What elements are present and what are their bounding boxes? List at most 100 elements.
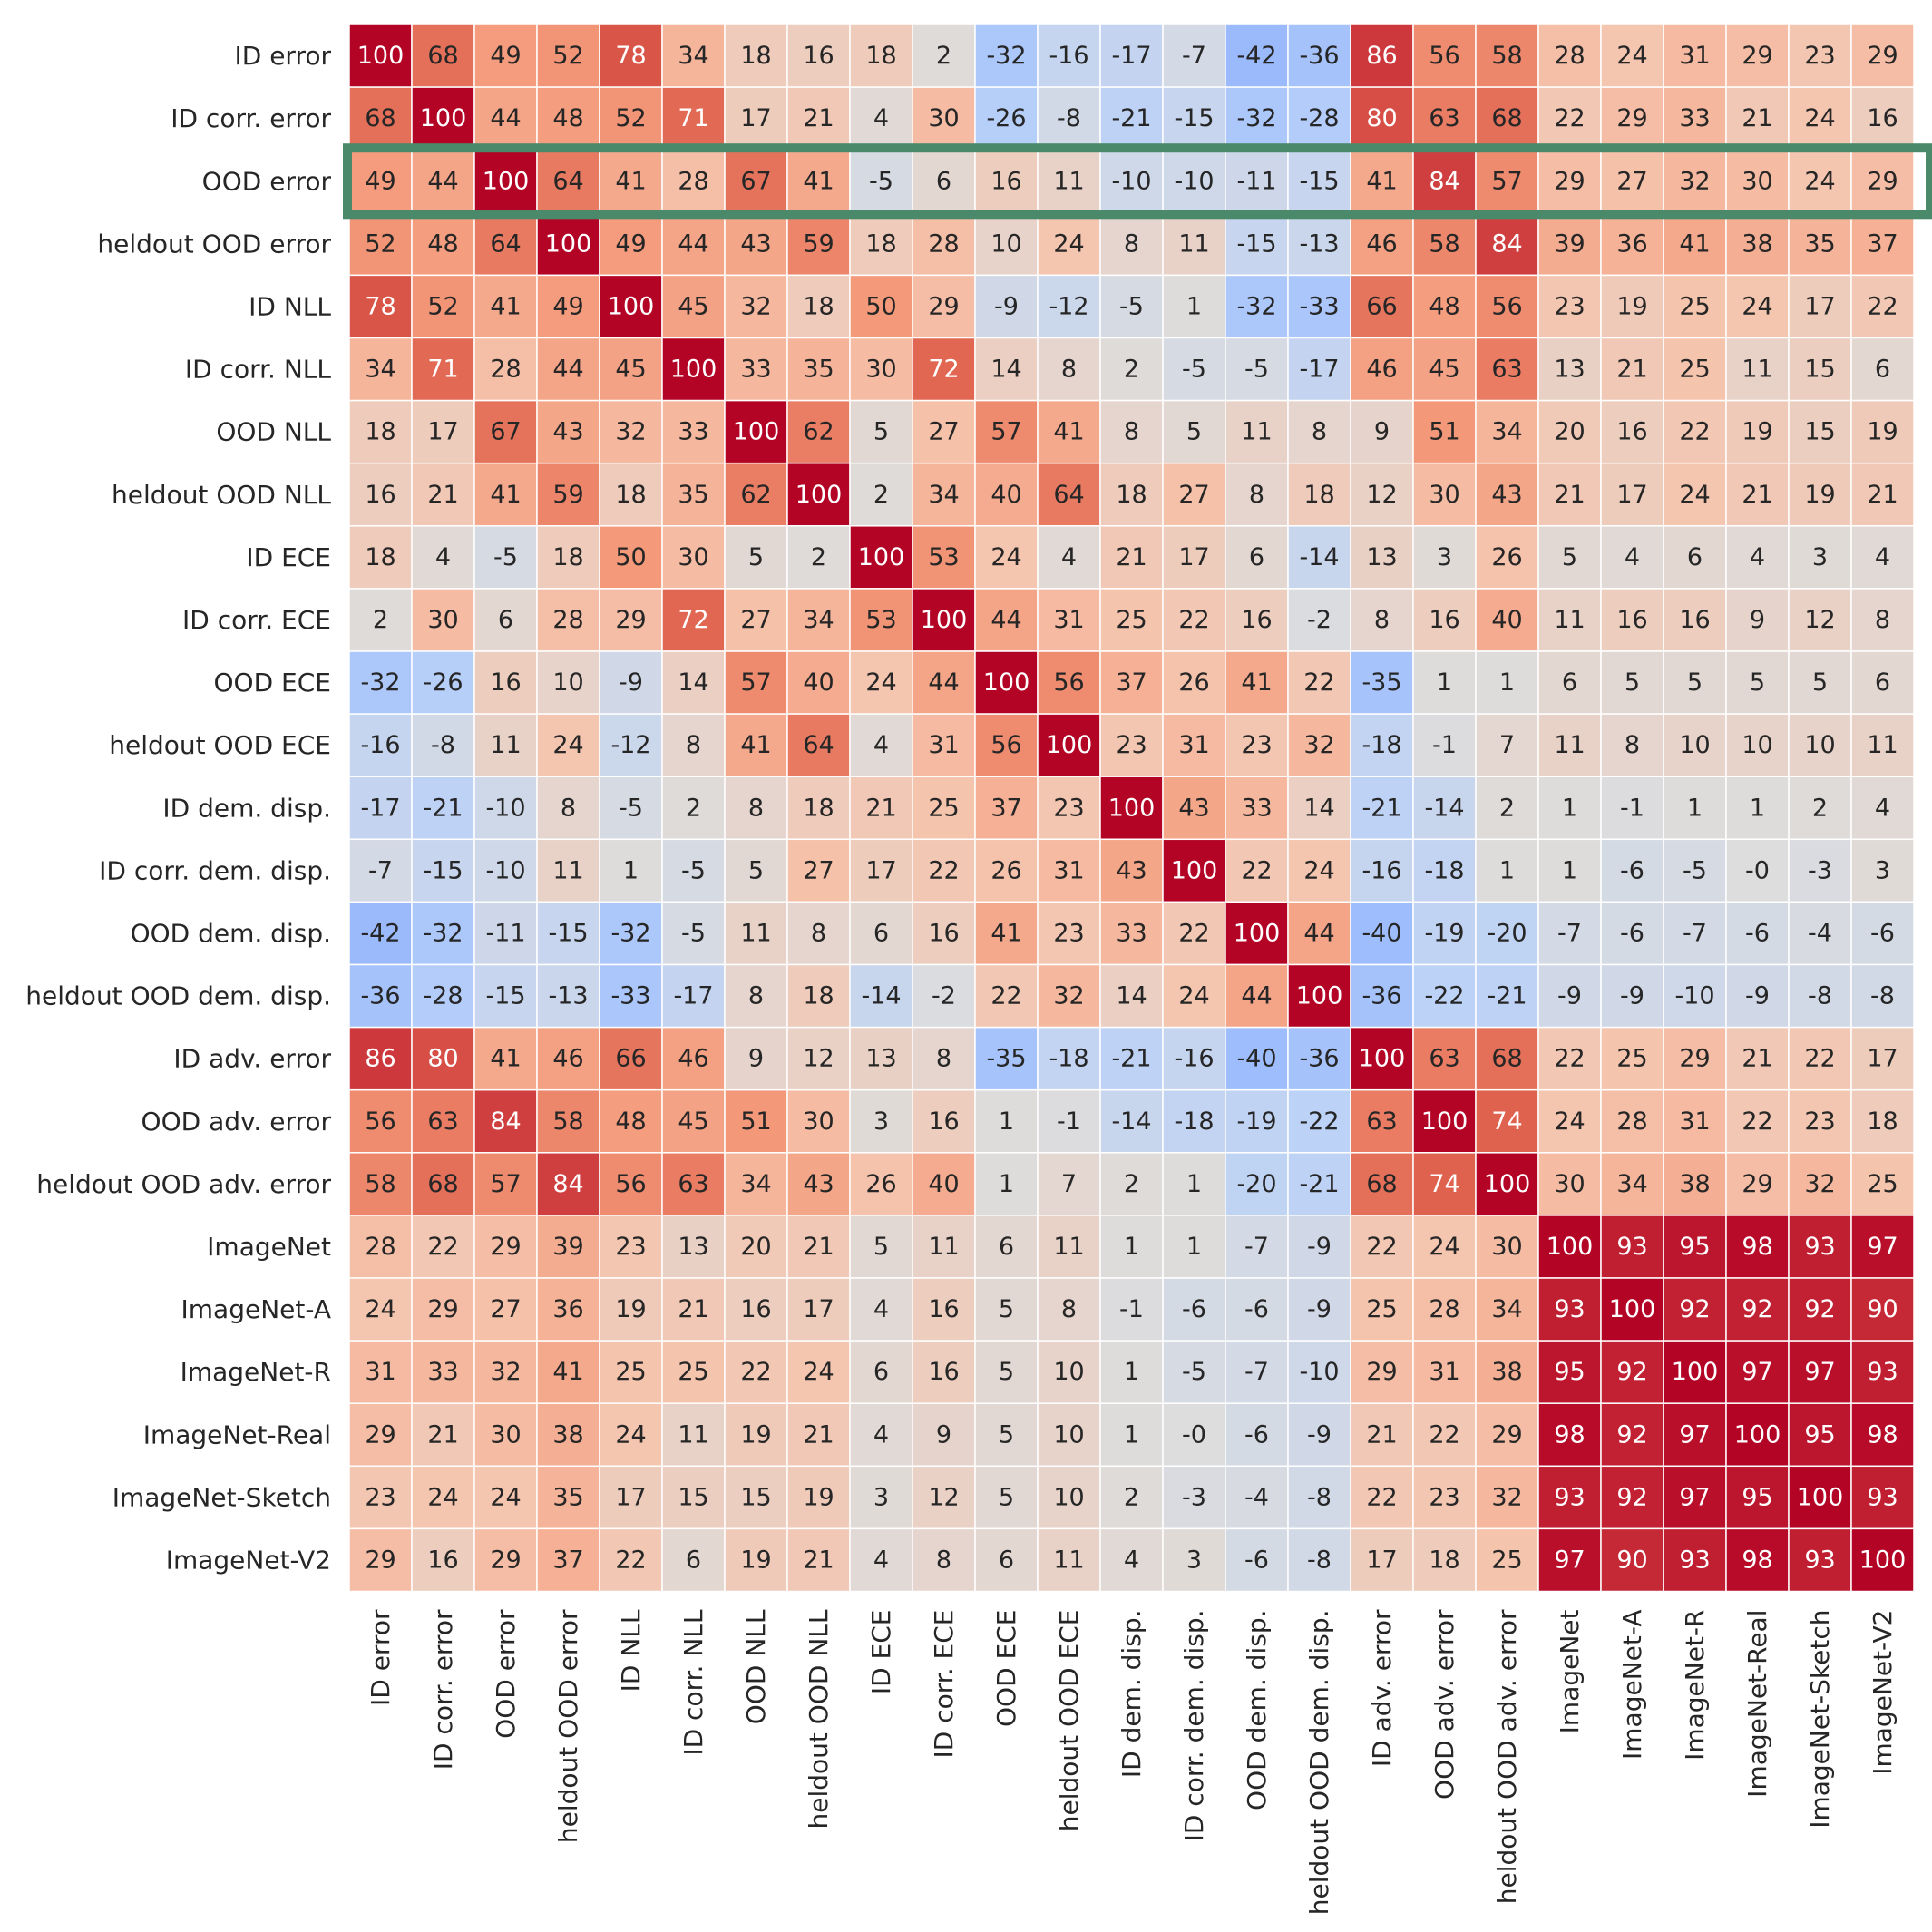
heatmap-cell-r15-c11 xyxy=(1037,963,1101,1029)
heatmap-cell-r4-c18 xyxy=(1475,274,1539,339)
heatmap-cell-r7-c21 xyxy=(1663,462,1727,527)
cell-value-r8-c17: 3 xyxy=(1437,543,1452,571)
heatmap-cell-r16-c19 xyxy=(1537,1026,1602,1091)
heatmap-cell-r23-c9 xyxy=(912,1465,976,1530)
cell-value-r20-c24: 90 xyxy=(1867,1295,1898,1323)
heatmap-cell-r20-c23 xyxy=(1788,1277,1852,1342)
cell-value-r4-c19: 23 xyxy=(1554,292,1585,320)
heatmap-cell-r24-c19 xyxy=(1537,1527,1602,1593)
heatmap-cell-r5-c21 xyxy=(1663,337,1727,402)
heatmap-cell-r1-c24 xyxy=(1850,86,1915,151)
cell-value-r8-c2: -5 xyxy=(493,543,518,571)
cell-value-r3-c23: 35 xyxy=(1804,229,1835,258)
heatmap-cell-r10-c7 xyxy=(786,650,851,715)
heatmap-cell-r22-c8 xyxy=(849,1402,913,1468)
cell-value-r21-c13: -5 xyxy=(1182,1358,1206,1386)
heatmap-cell-r8-c15 xyxy=(1287,525,1351,590)
cell-value-r16-c11: -18 xyxy=(1049,1045,1088,1073)
row-label-ood-dem-disp: OOD dem. disp. xyxy=(131,918,331,948)
heatmap-cell-r16-c10 xyxy=(974,1026,1039,1091)
cell-value-r11-c8: 4 xyxy=(873,731,889,759)
cell-value-r7-c0: 16 xyxy=(365,481,395,509)
cell-value-r13-c12: 43 xyxy=(1116,856,1147,884)
cell-value-r19-c0: 28 xyxy=(365,1233,395,1261)
cell-value-r9-c13: 22 xyxy=(1178,606,1209,634)
heatmap-cell-r22-c22 xyxy=(1725,1402,1790,1468)
cell-value-r18-c6: 34 xyxy=(740,1170,771,1198)
cell-value-r18-c19: 30 xyxy=(1554,1170,1585,1198)
cell-value-r18-c13: 1 xyxy=(1186,1170,1202,1198)
cell-value-r11-c18: 7 xyxy=(1499,731,1515,759)
cell-value-r6-c2: 67 xyxy=(490,418,521,446)
heatmap-cell-r0-c19 xyxy=(1537,24,1602,88)
heatmap-cell-r17-c6 xyxy=(724,1088,788,1154)
heatmap-cell-r17-c1 xyxy=(411,1088,475,1154)
heatmap-cell-r20-c21 xyxy=(1663,1277,1727,1342)
heatmap-cell-r17-c8 xyxy=(849,1088,913,1154)
cell-value-r7-c20: 17 xyxy=(1616,481,1647,509)
heatmap-cell-r9-c9 xyxy=(912,588,976,652)
cell-value-r4-c8: 50 xyxy=(865,292,896,320)
cell-value-r6-c20: 16 xyxy=(1616,418,1647,446)
cell-value-r17-c17: 100 xyxy=(1421,1107,1469,1136)
cell-value-r13-c9: 22 xyxy=(928,856,959,884)
cell-value-r4-c22: 24 xyxy=(1742,292,1772,320)
heatmap-cell-r7-c5 xyxy=(661,462,726,527)
cell-value-r6-c7: 62 xyxy=(803,418,834,446)
heatmap-cell-r15-c6 xyxy=(724,963,788,1029)
row-label-imagenet-a: ImageNet-A xyxy=(181,1294,331,1324)
heatmap-cell-r1-c10 xyxy=(974,86,1039,151)
cell-value-r17-c14: -19 xyxy=(1236,1107,1276,1136)
heatmap-cell-r15-c16 xyxy=(1350,963,1414,1029)
cell-value-r10-c3: 10 xyxy=(552,668,583,697)
heatmap-cell-r16-c6 xyxy=(724,1026,788,1091)
heatmap-cell-r20-c20 xyxy=(1600,1277,1664,1342)
heatmap-cell-r1-c20 xyxy=(1600,86,1664,151)
heatmap-cell-r6-c10 xyxy=(974,399,1039,464)
heatmap-cell-r6-c9 xyxy=(912,399,976,464)
cell-value-r7-c23: 19 xyxy=(1804,481,1835,509)
highlight-group xyxy=(343,143,1932,220)
cell-value-r17-c5: 45 xyxy=(678,1107,708,1136)
heatmap-cell-r18-c3 xyxy=(536,1152,600,1216)
cell-value-r17-c19: 24 xyxy=(1554,1107,1585,1136)
heatmap-cell-r4-c1 xyxy=(411,274,475,339)
cell-value-r1-c5: 71 xyxy=(678,104,708,132)
cell-value-r9-c10: 44 xyxy=(990,606,1021,634)
heatmap-cell-r16-c0 xyxy=(348,1026,413,1091)
cell-value-r12-c11: 23 xyxy=(1053,794,1084,822)
cell-value-r12-c3: 8 xyxy=(561,794,576,822)
heatmap-cell-r18-c12 xyxy=(1099,1152,1164,1216)
cell-value-r24-c13: 3 xyxy=(1186,1546,1202,1574)
cell-value-r1-c13: -15 xyxy=(1174,104,1214,132)
cell-value-r0-c9: 2 xyxy=(936,42,951,70)
heatmap-cell-r8-c21 xyxy=(1663,525,1727,590)
heatmap-cell-r15-c21 xyxy=(1663,963,1727,1029)
cell-value-r12-c16: -21 xyxy=(1361,794,1401,822)
cell-value-r2-c16: 41 xyxy=(1366,167,1397,195)
heatmap-cell-r19-c6 xyxy=(724,1215,788,1279)
heatmap-cell-r9-c4 xyxy=(599,588,663,652)
heatmap-cell-r7-c12 xyxy=(1099,462,1164,527)
cell-value-r11-c24: 11 xyxy=(1867,731,1898,759)
cell-value-r5-c12: 2 xyxy=(1124,356,1139,384)
cell-value-r1-c0: 68 xyxy=(365,104,395,132)
cell-value-r14-c20: -6 xyxy=(1620,919,1644,947)
cell-value-r11-c10: 56 xyxy=(990,731,1021,759)
cell-value-r6-c4: 32 xyxy=(615,418,646,446)
cell-value-r16-c12: -21 xyxy=(1111,1045,1151,1073)
cell-value-r10-c22: 5 xyxy=(1750,668,1765,697)
cell-value-r15-c2: -15 xyxy=(485,982,525,1010)
heatmap-cell-r18-c16 xyxy=(1350,1152,1414,1216)
cell-value-r5-c20: 21 xyxy=(1616,356,1647,384)
cell-value-r3-c6: 43 xyxy=(740,229,771,258)
cell-value-r7-c21: 24 xyxy=(1679,481,1710,509)
cell-value-r20-c13: -6 xyxy=(1182,1295,1206,1323)
cell-value-r12-c7: 18 xyxy=(803,794,834,822)
cell-value-r22-c15: -9 xyxy=(1307,1420,1332,1449)
heatmap-cell-r2-c10 xyxy=(974,149,1039,214)
heatmap-cell-r22-c9 xyxy=(912,1402,976,1468)
cell-value-r6-c6: 100 xyxy=(733,418,780,446)
cell-value-r19-c3: 39 xyxy=(552,1233,583,1261)
cell-value-r4-c0: 78 xyxy=(365,292,395,320)
